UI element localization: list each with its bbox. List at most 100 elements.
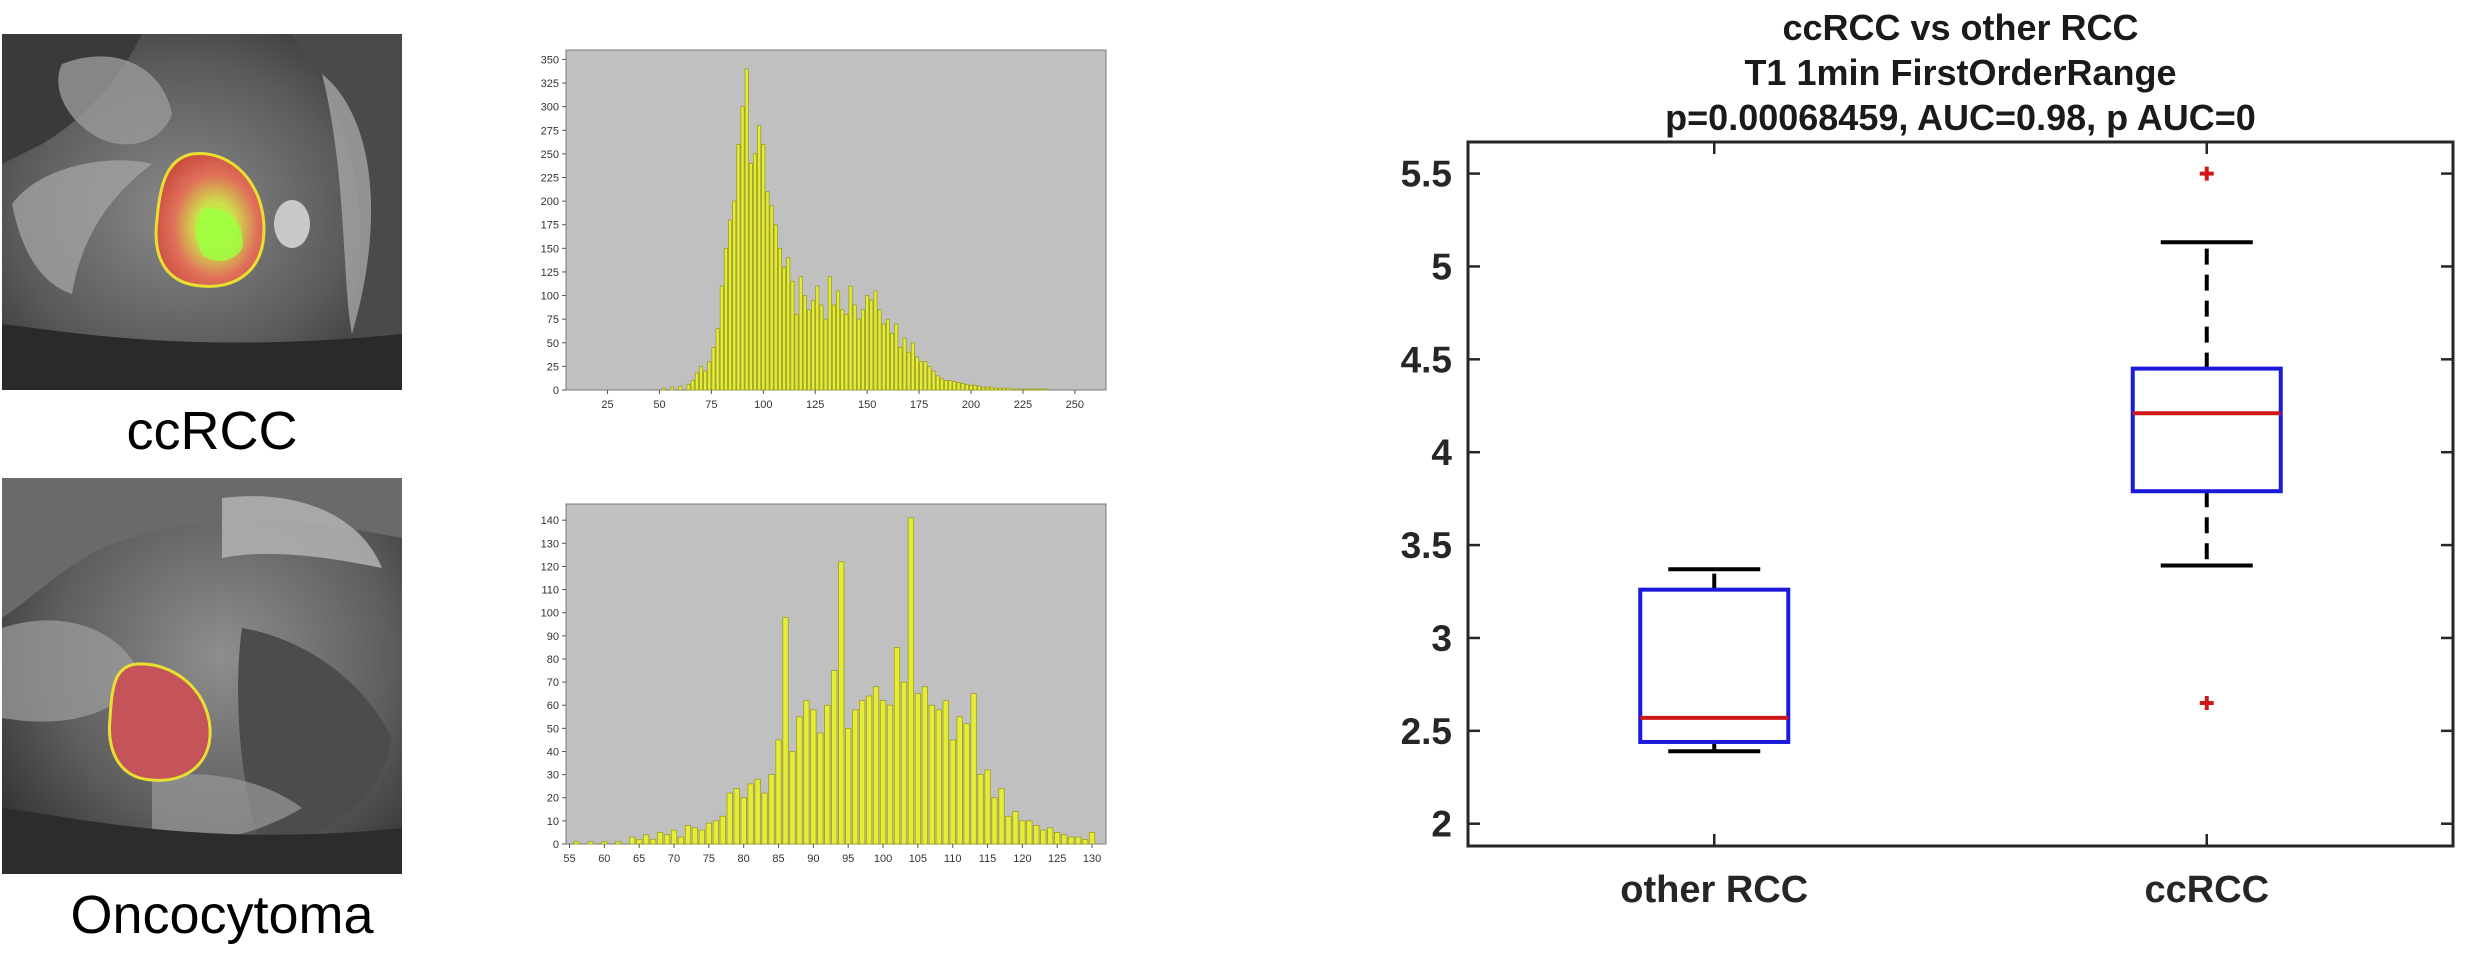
histogram-bar	[1081, 838, 1089, 845]
histogram-bar	[748, 162, 753, 391]
histogram-bar	[852, 709, 859, 845]
x-tick-label: 130	[1083, 853, 1101, 865]
histogram-bar	[1031, 388, 1036, 391]
histogram-bar	[782, 616, 789, 845]
histogram-bar	[952, 381, 957, 391]
image-caption-ccrcc: ccRCC	[126, 401, 298, 461]
y-tick-label: 40	[547, 746, 559, 758]
x-tick-label: 75	[705, 399, 717, 411]
y-tick-label: 150	[541, 243, 559, 255]
image-caption-oncocytoma: Oncocytoma	[70, 885, 374, 945]
histogram-bar	[998, 387, 1003, 391]
x-tick-label: 200	[962, 399, 980, 411]
histogram-bar	[715, 328, 720, 391]
histogram-bar	[1019, 820, 1026, 845]
box-iqr	[2130, 366, 2283, 494]
x-tick-label: 25	[601, 399, 613, 411]
histogram-bar	[998, 788, 1005, 845]
plot-area	[565, 49, 1107, 391]
y-tick-label: 75	[547, 314, 559, 326]
histogram-bar	[856, 318, 861, 391]
histogram-bar	[790, 280, 795, 391]
y-tick-label: 0	[553, 385, 559, 397]
histogram-bar	[968, 384, 974, 391]
histogram-bar	[970, 693, 977, 845]
histogram-bar	[643, 834, 650, 845]
histogram-bar	[907, 517, 915, 845]
histogram-bar	[656, 832, 664, 845]
histogram-bar	[747, 783, 754, 845]
histogram-bar	[963, 723, 970, 845]
y-tick-label: 300	[541, 102, 559, 114]
y-tick-label: 80	[547, 654, 559, 666]
histogram-bar	[869, 299, 874, 391]
histogram-bar	[732, 200, 737, 391]
x-tick-label: 115	[979, 853, 997, 865]
outlier-marker	[2199, 166, 2214, 181]
histogram-bar	[810, 709, 817, 845]
y-tick-label: 4	[1431, 432, 1452, 473]
x-tick-label: 65	[633, 853, 645, 865]
histogram-bar	[587, 841, 594, 845]
x-tick-label: 110	[944, 853, 962, 865]
histogram-bar	[1014, 388, 1019, 391]
x-tick-label: 120	[1013, 853, 1031, 865]
histogram-bar	[831, 670, 838, 845]
histogram-bar	[836, 290, 841, 391]
x-tick-label: 125	[806, 399, 824, 411]
histogram-bar	[981, 386, 986, 391]
histogram-bar	[923, 361, 928, 391]
histogram-bar	[1033, 825, 1040, 845]
y-tick-label: 0	[553, 839, 559, 851]
histogram-bar	[1040, 829, 1047, 845]
histogram-bar	[817, 732, 824, 845]
histogram-bar	[636, 838, 643, 845]
histogram-bar	[754, 778, 761, 845]
y-tick-label: 325	[541, 78, 559, 90]
y-tick-label: 25	[547, 361, 559, 373]
y-tick-label: 90	[547, 631, 559, 643]
x-tick-label: 80	[738, 853, 750, 865]
histogram-bar	[900, 681, 908, 845]
histogram-bar	[977, 774, 984, 845]
histogram-bar	[670, 829, 678, 845]
histogram-bar	[806, 309, 812, 391]
histogram-bar	[914, 356, 920, 391]
histogram-bar	[775, 739, 782, 845]
histogram-bar	[831, 304, 836, 391]
histogram-bar	[985, 386, 990, 391]
histogram-bar	[789, 751, 796, 845]
histogram-bar	[824, 704, 831, 845]
histogram-bar	[942, 700, 949, 845]
histogram-bar	[649, 838, 657, 845]
histogram-bar	[798, 276, 803, 391]
y-tick-label: 175	[541, 220, 559, 232]
histogram-bar	[719, 285, 724, 391]
histogram-bar	[928, 704, 935, 845]
histogram-bar	[1061, 834, 1068, 845]
histogram-bar	[794, 314, 799, 391]
histogram-bar	[881, 323, 886, 391]
x-tick-label: 100	[874, 853, 892, 865]
histogram-bar	[690, 380, 695, 391]
y-tick-label: 4.5	[1401, 339, 1452, 380]
histogram-bar	[977, 385, 982, 391]
x-tick-label: ccRCC	[2144, 869, 2269, 911]
y-tick-label: 2	[1431, 804, 1452, 845]
histogram-bar	[773, 224, 778, 391]
histogram-bar	[761, 144, 766, 391]
histogram-bar	[964, 383, 969, 391]
histogram-bar	[956, 716, 963, 845]
histogram-bar	[886, 704, 894, 845]
histogram-bar	[859, 700, 866, 845]
histogram-bar	[1018, 388, 1023, 391]
histogram-bar	[782, 266, 787, 391]
x-tick-label: 55	[563, 853, 575, 865]
x-tick-label: 100	[754, 399, 772, 411]
y-tick-label: 30	[547, 770, 559, 782]
y-tick-label: 250	[541, 149, 559, 161]
histogram-bar	[931, 370, 936, 391]
histogram-bar	[757, 125, 762, 391]
histogram-bar	[960, 382, 965, 391]
